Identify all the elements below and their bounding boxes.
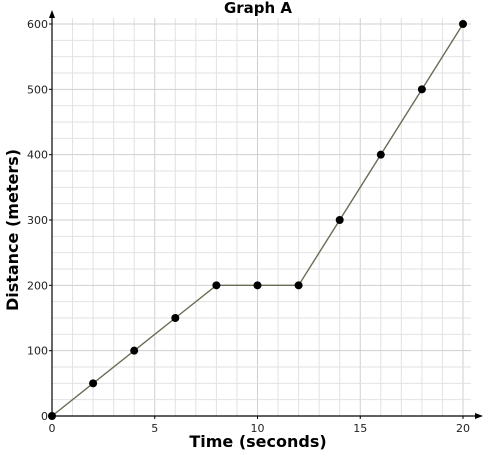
y-tick-label: 400 [27, 149, 48, 162]
y-tick-label: 0 [41, 410, 48, 423]
y-tick-label: 100 [27, 345, 48, 358]
axes [49, 10, 483, 419]
x-axis-label: Time (seconds) [189, 432, 326, 451]
x-tick-label: 20 [456, 422, 470, 435]
y-tick-label: 600 [27, 18, 48, 31]
x-tick-label: 15 [353, 422, 367, 435]
x-tick-label: 10 [251, 422, 265, 435]
chart-title: Graph A [224, 0, 292, 17]
y-tick-label: 200 [27, 279, 48, 292]
y-tick-label: 500 [27, 83, 48, 96]
data-point [89, 379, 98, 388]
y-axis-arrow-icon [49, 10, 55, 18]
data-point [459, 20, 467, 28]
x-tick-label: 5 [151, 422, 158, 435]
data-point [253, 281, 262, 290]
data-point [48, 412, 56, 420]
series [48, 20, 467, 420]
y-tick-label: 300 [27, 214, 48, 227]
data-point [171, 314, 180, 322]
data-point [130, 346, 139, 355]
data-point [417, 85, 426, 94]
data-point [294, 281, 303, 290]
x-axis-arrow-icon [475, 413, 483, 419]
x-tick-label: 0 [49, 422, 56, 435]
grid [51, 18, 471, 417]
data-point [376, 150, 385, 159]
data-point [335, 216, 344, 224]
y-axis-label: Distance (meters) [3, 149, 22, 311]
data-point [212, 281, 221, 290]
